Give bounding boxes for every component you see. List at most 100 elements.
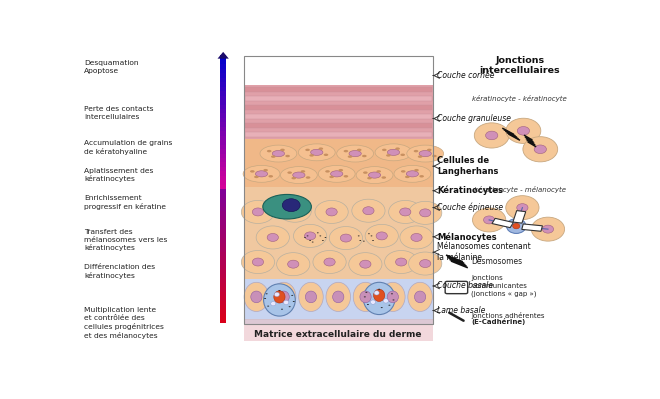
Ellipse shape <box>365 224 399 247</box>
Bar <box>245 132 432 137</box>
Bar <box>220 109 226 113</box>
Text: Mélanocytes: Mélanocytes <box>437 232 496 241</box>
Text: Jonctions
communicantes
(jonctions « gap »): Jonctions communicantes (jonctions « gap… <box>471 275 537 297</box>
Ellipse shape <box>400 208 411 216</box>
Bar <box>220 296 226 300</box>
Bar <box>245 114 432 119</box>
Ellipse shape <box>385 251 418 274</box>
Ellipse shape <box>371 235 372 236</box>
Ellipse shape <box>243 166 280 182</box>
Ellipse shape <box>284 300 288 304</box>
Ellipse shape <box>388 305 391 306</box>
Ellipse shape <box>395 258 407 266</box>
Ellipse shape <box>400 226 433 249</box>
Bar <box>220 314 226 318</box>
Bar <box>245 96 432 101</box>
Ellipse shape <box>282 199 300 211</box>
Ellipse shape <box>357 149 362 151</box>
Ellipse shape <box>378 289 380 290</box>
Ellipse shape <box>279 290 280 291</box>
Ellipse shape <box>254 176 259 178</box>
Bar <box>220 153 226 158</box>
Ellipse shape <box>271 156 276 158</box>
Bar <box>244 323 433 341</box>
Ellipse shape <box>543 225 554 233</box>
Ellipse shape <box>420 209 431 217</box>
Text: Aplatissement des
kératinocytes: Aplatissement des kératinocytes <box>84 168 153 182</box>
Ellipse shape <box>312 241 314 243</box>
Ellipse shape <box>306 176 310 179</box>
Bar <box>220 300 226 305</box>
Ellipse shape <box>401 154 405 156</box>
Ellipse shape <box>299 282 323 312</box>
Ellipse shape <box>370 300 376 304</box>
Bar <box>220 144 226 149</box>
Bar <box>220 176 226 180</box>
Bar <box>220 158 226 162</box>
Ellipse shape <box>374 289 385 302</box>
Bar <box>220 282 226 287</box>
Ellipse shape <box>311 149 323 156</box>
Ellipse shape <box>506 196 539 219</box>
Ellipse shape <box>288 306 290 307</box>
Bar <box>220 60 226 65</box>
Ellipse shape <box>329 227 362 250</box>
Bar <box>220 215 226 220</box>
Ellipse shape <box>252 208 263 216</box>
Ellipse shape <box>294 224 327 247</box>
Ellipse shape <box>313 251 346 274</box>
Ellipse shape <box>517 126 529 135</box>
Bar <box>220 305 226 310</box>
Ellipse shape <box>344 175 348 178</box>
Ellipse shape <box>420 260 431 268</box>
Ellipse shape <box>387 149 400 156</box>
Ellipse shape <box>409 201 442 224</box>
Bar <box>220 233 226 238</box>
Ellipse shape <box>349 150 361 157</box>
Ellipse shape <box>391 293 393 294</box>
Ellipse shape <box>372 240 374 241</box>
Bar <box>220 126 226 131</box>
Bar <box>220 256 226 261</box>
Bar <box>220 184 226 189</box>
Bar <box>220 91 226 96</box>
Ellipse shape <box>375 144 412 161</box>
Ellipse shape <box>405 176 410 178</box>
Ellipse shape <box>278 199 312 222</box>
Ellipse shape <box>288 260 299 268</box>
Bar <box>220 278 226 283</box>
Ellipse shape <box>293 301 295 302</box>
Bar <box>220 104 226 109</box>
Ellipse shape <box>325 170 330 173</box>
Bar <box>220 73 226 78</box>
Text: Couche granuleuse: Couche granuleuse <box>437 114 511 123</box>
Ellipse shape <box>381 307 383 308</box>
Bar <box>220 100 226 105</box>
Text: Couche basale: Couche basale <box>437 281 493 290</box>
Ellipse shape <box>427 149 432 151</box>
Ellipse shape <box>407 145 444 162</box>
Ellipse shape <box>306 149 310 151</box>
Ellipse shape <box>407 171 418 177</box>
Bar <box>220 225 226 229</box>
Ellipse shape <box>531 217 564 241</box>
Ellipse shape <box>408 282 432 312</box>
Ellipse shape <box>319 147 323 150</box>
Bar <box>220 260 226 265</box>
Bar <box>220 274 226 279</box>
Bar <box>220 131 226 136</box>
Bar <box>220 135 226 140</box>
Ellipse shape <box>513 223 520 229</box>
Ellipse shape <box>278 291 289 303</box>
FancyBboxPatch shape <box>492 218 513 228</box>
Ellipse shape <box>275 292 279 296</box>
Bar <box>220 167 226 172</box>
Ellipse shape <box>352 199 385 222</box>
Ellipse shape <box>374 291 379 295</box>
Ellipse shape <box>376 170 381 173</box>
Ellipse shape <box>271 302 276 306</box>
Ellipse shape <box>366 292 368 293</box>
Ellipse shape <box>244 282 269 312</box>
Ellipse shape <box>318 166 355 182</box>
Text: Kératinocytes: Kératinocytes <box>437 186 503 196</box>
